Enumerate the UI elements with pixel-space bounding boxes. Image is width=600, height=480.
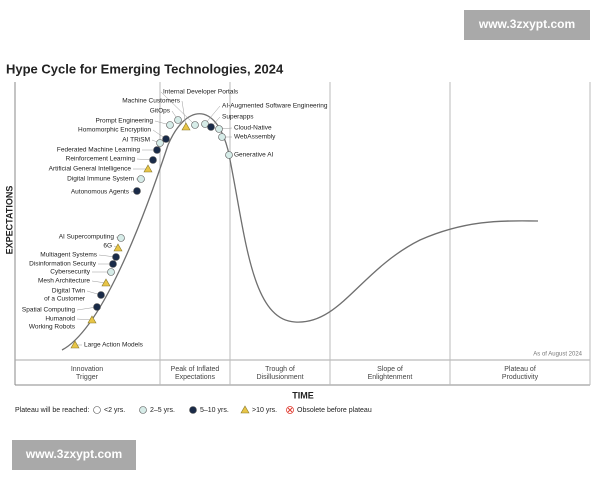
marker: [189, 406, 197, 414]
technology-label: 6G: [103, 243, 112, 250]
marker: [133, 187, 141, 195]
marker: [240, 405, 250, 414]
marker: [143, 164, 153, 173]
marker: [113, 243, 123, 252]
technology-label: Federated Machine Learning: [57, 147, 140, 154]
technology-label: Humanoid: [45, 316, 75, 323]
technology-label: Reinforcement Learning: [66, 156, 136, 163]
marker: [156, 139, 164, 147]
phase-label: Innovation: [71, 366, 103, 373]
phase-label: Disillusionment: [256, 374, 303, 381]
technology-label: Artificial General Intelligence: [49, 166, 132, 173]
phase-label: Expectations: [175, 374, 216, 381]
technology-label: Digital Twin: [52, 288, 86, 295]
marker: [101, 278, 111, 287]
phase-label: Enlightenment: [368, 374, 413, 381]
phase-label: Plateau of: [504, 366, 536, 373]
legend-label: 2–5 yrs.: [150, 407, 175, 414]
technology-label: AI Supercomputing: [59, 234, 115, 241]
technology-label: Cybersecurity: [50, 269, 90, 276]
technology-label: Digital Immune System: [67, 176, 134, 183]
marker: [149, 156, 157, 164]
note: As of August 2024: [533, 352, 582, 358]
phase-label: Productivity: [502, 374, 539, 381]
x-axis-label: TIME: [292, 390, 314, 400]
leader-line: [160, 91, 196, 126]
leader-line: [204, 105, 221, 125]
marker: [70, 340, 80, 349]
marker: [137, 175, 145, 183]
technology-label: Working Robots: [29, 324, 76, 331]
marker: [218, 133, 226, 141]
marker: [97, 291, 105, 299]
technology-label: Prompt Engineering: [96, 118, 154, 125]
technology-label: Superapps: [222, 114, 254, 121]
watermark-box: [12, 440, 136, 470]
technology-label: AI-Augmented Software Engineering: [222, 103, 328, 110]
technology-label: AI TRiSM: [122, 137, 150, 144]
marker: [109, 260, 117, 268]
technology-label: Multiagent Systems: [40, 252, 97, 259]
leader-line: [181, 100, 187, 128]
phase-label: Trough of: [265, 366, 295, 373]
technology-label: Homomorphic Encryption: [78, 127, 151, 134]
title: Hype Cycle for Emerging Technologies, 20…: [6, 61, 284, 76]
technology-label: Large Action Models: [84, 342, 144, 349]
technology-label: Mesh Architecture: [38, 278, 90, 285]
marker: [215, 125, 223, 133]
marker: [225, 151, 233, 159]
legend-label: <2 yrs.: [104, 407, 125, 414]
phase-label: Slope of: [377, 366, 403, 373]
hype-curve: [61, 113, 539, 351]
marker: [201, 120, 209, 128]
legend-label: Obsolete before plateau: [297, 407, 372, 414]
marker: [207, 123, 215, 131]
technology-label: Generative AI: [234, 152, 274, 159]
marker: [162, 135, 170, 143]
technology-label: Machine Customers: [122, 98, 181, 105]
marker: [107, 268, 115, 276]
watermark: www.3zxypt.com: [25, 447, 122, 461]
marker: [287, 407, 293, 413]
marker: [191, 121, 199, 129]
phase-label: Peak of Inflated: [171, 366, 220, 373]
technology-label: of a Customer: [44, 296, 86, 303]
marker: [174, 116, 182, 124]
technology-label: Spatial Computing: [22, 307, 75, 314]
watermark: www.3zxypt.com: [478, 17, 575, 31]
legend-label: 5–10 yrs.: [200, 407, 229, 414]
technology-label: GitOps: [150, 108, 171, 115]
legend-title: Plateau will be reached:: [15, 407, 89, 414]
marker: [87, 315, 97, 324]
marker: [112, 253, 120, 261]
technology-label: Disinformation Security: [29, 261, 97, 268]
technology-label: Autonomous Agents: [71, 189, 130, 196]
marker: [181, 122, 191, 131]
technology-label: WebAssembly: [234, 134, 276, 141]
marker: [117, 234, 125, 242]
legend-label: >10 yrs.: [252, 407, 277, 414]
y-axis-label: EXPECTATIONS: [4, 186, 14, 255]
marker: [93, 406, 101, 414]
marker: [139, 406, 147, 414]
marker: [153, 146, 161, 154]
watermark-box: [464, 10, 590, 40]
phase-label: Trigger: [76, 374, 99, 381]
technology-label: Cloud-Native: [234, 125, 272, 132]
marker: [166, 121, 174, 129]
technology-label: Internal Developer Portals: [163, 89, 239, 96]
marker: [93, 303, 101, 311]
